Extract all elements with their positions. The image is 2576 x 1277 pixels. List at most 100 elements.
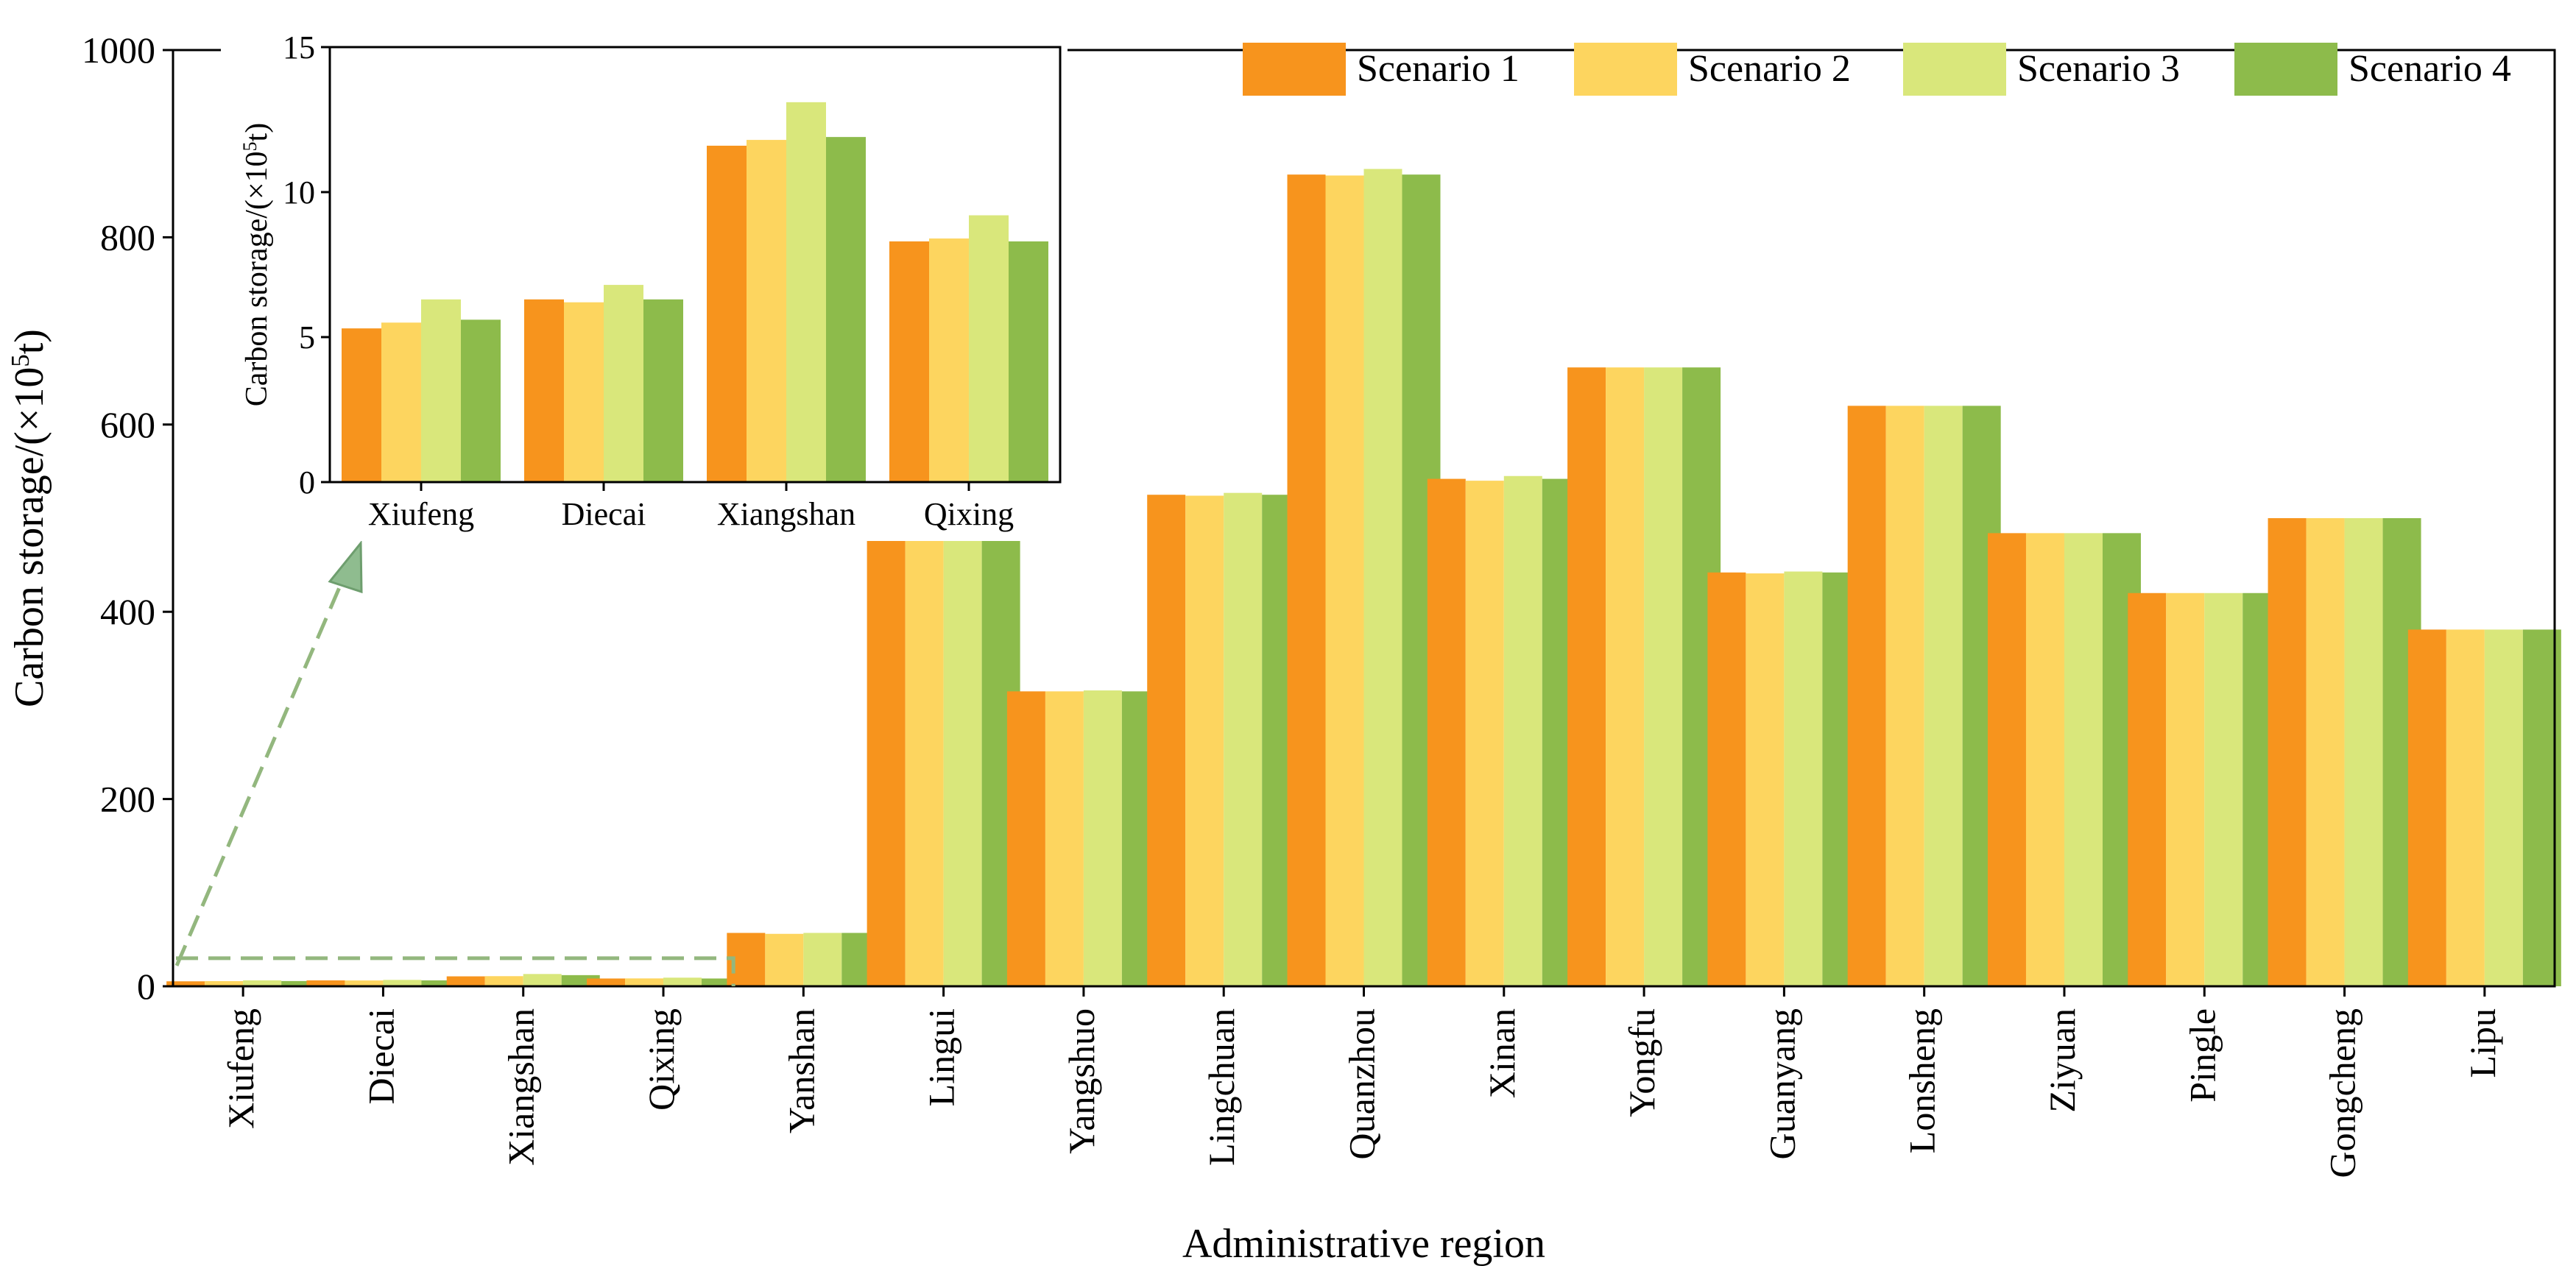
inset-y-axis-title: Carbon storage/(×105t) (239, 123, 275, 406)
bar-xiangshan-scenario-1 (446, 976, 485, 986)
bar-yanshan-scenario-3 (803, 933, 842, 986)
bar-qixing-scenario-2 (625, 978, 664, 986)
bar-guanyang-scenario-3 (1784, 571, 1823, 986)
x-tick-label: Lingui (921, 1008, 962, 1106)
bar-lingui-scenario-1 (867, 536, 906, 986)
inset-bar-xiufeng-scenario-1 (342, 328, 381, 482)
inset-bar-diecai-scenario-1 (524, 299, 564, 482)
bar-qixing-scenario-3 (663, 977, 702, 986)
bar-lonsheng-scenario-2 (1885, 406, 1924, 986)
x-tick-label: Lonsheng (1902, 1008, 1943, 1153)
bar-diecai-scenario-4 (421, 980, 460, 986)
bar-pingle-scenario-3 (2204, 592, 2243, 986)
inset-plot-frame (328, 46, 1062, 484)
zoom-arrow-line (174, 575, 347, 966)
bar-lipu-scenario-3 (2484, 629, 2523, 986)
bar-diecai-scenario-2 (345, 980, 384, 986)
y-tick-label: 400 (100, 591, 155, 632)
bar-xiufeng-scenario-1 (166, 981, 205, 986)
y-axis-title: Carbon storage/(×105t) (6, 329, 53, 707)
y-tick-label: 200 (100, 779, 155, 820)
x-tick-label: Lipu (2462, 1008, 2503, 1078)
x-tick-label: Lingchuan (1201, 1008, 1242, 1166)
bar-xinan-scenario-1 (1427, 478, 1466, 986)
bar-qixing-scenario-4 (702, 978, 741, 986)
x-tick-label: Xiangshan (501, 1008, 542, 1166)
x-tick-label: Guanyang (1761, 1008, 1802, 1160)
inset-bar-qixing-scenario-2 (929, 238, 969, 482)
plot-frame (172, 49, 2556, 988)
bar-yangshuo-scenario-1 (1006, 691, 1045, 986)
bar-lingui-scenario-3 (943, 534, 982, 986)
zoom-indicator (174, 540, 735, 986)
bar-qixing-scenario-1 (587, 978, 626, 986)
legend-label-scenario-1: Scenario 1 (1357, 48, 1520, 90)
inset-bar-diecai-scenario-2 (564, 302, 604, 482)
legend-swatch-scenario-2 (1574, 43, 1677, 96)
inset-x-tick-label: Diecai (562, 496, 646, 532)
zoom-region-outline (176, 956, 735, 986)
bar-gongcheng-scenario-2 (2306, 518, 2345, 986)
bar-gongcheng-scenario-1 (2268, 518, 2307, 986)
bar-pingle-scenario-1 (2128, 592, 2167, 986)
bar-yongfu-scenario-3 (1644, 367, 1683, 986)
y-axis-label-superscript: 5 (239, 141, 261, 151)
bar-ziyuan-scenario-3 (2064, 533, 2103, 986)
inset-bar-xiangshan-scenario-2 (747, 140, 786, 482)
inset-bar-xiangshan-scenario-4 (826, 137, 866, 482)
legend-label-scenario-3: Scenario 3 (2017, 48, 2180, 90)
y-tick-label: 0 (137, 966, 155, 1007)
inset-y-tick-label: 15 (283, 29, 315, 66)
inset-y-tick-label: 5 (299, 319, 315, 355)
bar-xiufeng-scenario-3 (243, 980, 282, 986)
bar-yangshuo-scenario-3 (1083, 690, 1122, 986)
bar-pingle-scenario-2 (2166, 592, 2205, 986)
bar-yanshan-scenario-2 (765, 933, 804, 986)
inset-x-tick-label: Qixing (924, 496, 1014, 532)
inset-bar-diecai-scenario-4 (643, 299, 683, 482)
x-tick-label: Qixing (641, 1008, 682, 1111)
bar-xiufeng-scenario-4 (281, 980, 320, 986)
bar-lingchuan-scenario-3 (1224, 492, 1263, 986)
y-tick-label: 600 (100, 404, 155, 445)
legend-swatch-scenario-3 (1903, 43, 2006, 96)
bar-ziyuan-scenario-1 (1987, 533, 2026, 986)
inset-chart: Xiufeng Diecai Xiangshan Qixing 0 5 10 15 Carbon… (221, 29, 1068, 541)
bar-xiangshan-scenario-2 (484, 976, 523, 986)
bar-xiangshan-scenario-3 (523, 974, 562, 986)
inset-bar-diecai-scenario-3 (604, 285, 643, 482)
x-tick-label: Xinan (1481, 1008, 1522, 1098)
x-tick-label: Yongfu (1621, 1008, 1662, 1117)
zoom-arrow-head (328, 540, 363, 594)
y-tick-label: 1000 (82, 29, 155, 71)
legend: Scenario 1 Scenario 2 Scenario 3 Scenario 4 (1243, 43, 2511, 96)
bar-ziyuan-scenario-2 (2025, 533, 2064, 986)
inset-x-tick-label: Xiangshan (717, 496, 855, 532)
bar-xinan-scenario-3 (1503, 475, 1542, 986)
bar-diecai-scenario-3 (383, 980, 422, 986)
x-tick-label: Pingle (2181, 1008, 2223, 1103)
inset-bar-xiangshan-scenario-1 (707, 145, 747, 482)
inset-bar-xiufeng-scenario-3 (421, 299, 461, 482)
x-tick-label: Yangshuo (1061, 1008, 1102, 1154)
inset-bar-xiufeng-scenario-2 (381, 322, 421, 482)
bar-gongcheng-scenario-3 (2344, 518, 2383, 986)
x-tick-label: Quanzhou (1341, 1008, 1383, 1160)
y-axis-label-text: Carbon storage/(×10 (240, 151, 274, 406)
bar-lingui-scenario-2 (905, 536, 944, 986)
y-axis-label-end: t) (7, 329, 52, 354)
legend-label-scenario-2: Scenario 2 (1688, 48, 1851, 90)
inset-y-tick-label: 0 (299, 464, 315, 500)
bar-xinan-scenario-2 (1465, 481, 1504, 986)
main-chart: Xiufeng Diecai Xiangshan Qixing Yanshan Lingu… (6, 29, 2561, 1267)
bar-lipu-scenario-2 (2446, 629, 2485, 986)
x-tick-label: Ziyuan (2042, 1008, 2083, 1113)
x-axis-title: Administrative region (1182, 1221, 1545, 1267)
inset-x-tick-label: Xiufeng (368, 496, 474, 532)
x-tick-label: Yanshan (780, 1008, 822, 1133)
bar-lingchuan-scenario-1 (1147, 495, 1186, 986)
inset-bar-xiufeng-scenario-4 (461, 319, 501, 482)
bar-lingchuan-scenario-2 (1185, 495, 1224, 986)
legend-swatch-scenario-1 (1243, 43, 1346, 96)
